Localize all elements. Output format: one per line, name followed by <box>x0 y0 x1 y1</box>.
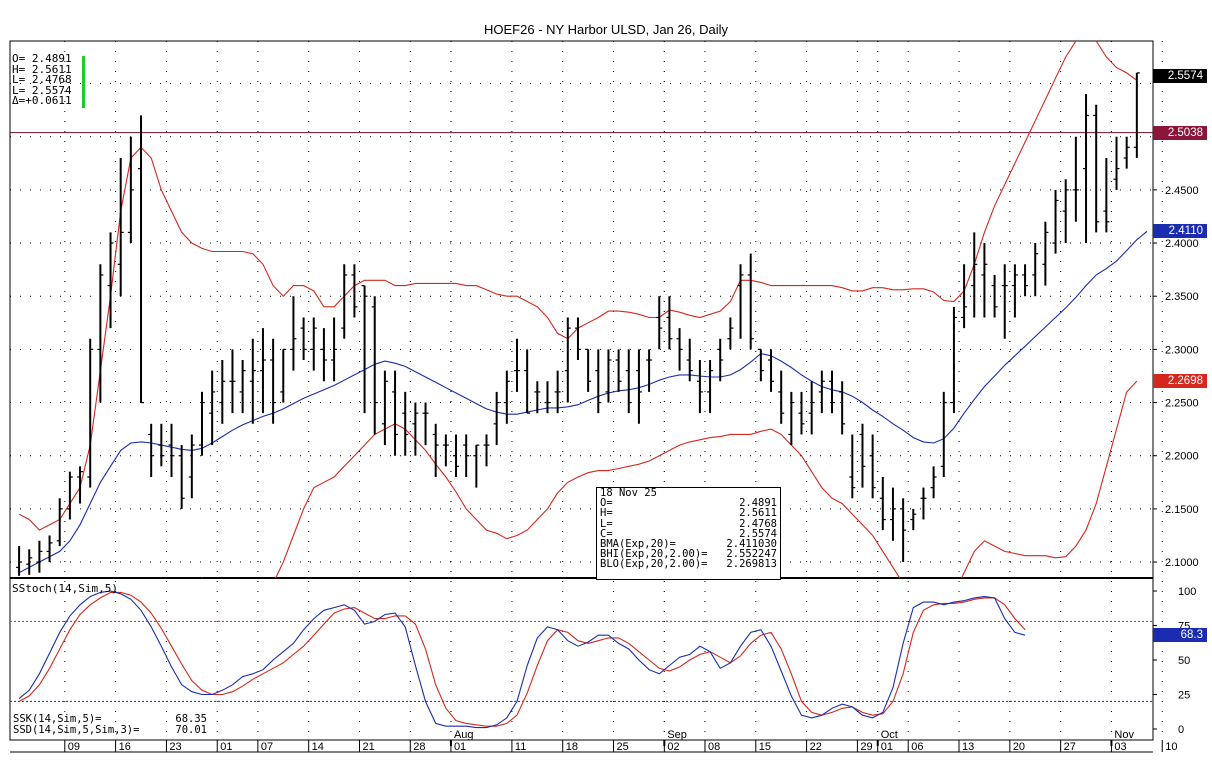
x-tick-label: Aug <box>454 729 474 741</box>
chart-title: HOEF26 - NY Harbor ULSD, Jan 26, Daily <box>484 22 728 37</box>
legend-row-bma: BMA(Exp,20)= 2.411030 <box>600 538 777 551</box>
upper-band-line <box>18 41 1138 531</box>
x-tick-label: 03 <box>1114 741 1126 753</box>
x-tick-label: 09 <box>68 741 80 753</box>
x-tick-label: 22 <box>810 741 822 753</box>
bma-line <box>18 230 1148 574</box>
x-tick-label: 11 <box>515 741 526 753</box>
x-tick-label: 27 <box>1064 741 1076 753</box>
stoch-tick-label: 0 <box>1178 724 1184 736</box>
price-tick-label: 2.3500 <box>1165 291 1199 303</box>
price-tag-blo: 2.2698 <box>1153 374 1207 389</box>
stoch-tick-label: 25 <box>1178 689 1190 701</box>
price-tag-line: 2.5038 <box>1153 125 1207 140</box>
x-tick-label: 07 <box>261 741 273 753</box>
price-tick-label: 2.2000 <box>1165 451 1199 463</box>
x-tick-label: 02 <box>667 741 679 753</box>
legend-row-blo: BLO(Exp,20,2.00)= 2.269813 <box>600 558 777 571</box>
ohlc-change: Δ=+0.0611 <box>12 94 72 108</box>
x-tick-label: 20 <box>1013 741 1025 753</box>
stoch-values: SSK(14,Sim,5)= 68.35 SSD(14,Sim,5,Sim,3)=… <box>10 714 210 736</box>
x-tick-label: 08 <box>708 741 720 753</box>
price-tick-label: 2.2500 <box>1165 398 1199 410</box>
ohlc-summary: O= 2.4891 H= 2.5611 L= 2.4768 L= 2.5574 … <box>12 52 72 108</box>
price-tick-label: 2.1500 <box>1165 504 1199 516</box>
ohlc-low: L= 2.4768 <box>12 73 72 87</box>
ohlc-range-indicator <box>82 56 85 108</box>
x-tick-label: Sep <box>667 729 687 741</box>
stoch-tick-label: 100 <box>1178 586 1196 598</box>
x-tick-label: 16 <box>119 741 131 753</box>
x-tick-label: 25 <box>617 741 629 753</box>
x-tick-label: 01 <box>881 741 893 753</box>
x-tick-label: 21 <box>362 741 374 753</box>
x-tick-label: 13 <box>962 741 974 753</box>
ssk-value-row: SSK(14,Sim,5)= 68.35 <box>13 713 207 725</box>
x-tick-label: 18 <box>566 741 578 753</box>
price-tag-bma: 2.4110 <box>1153 224 1207 239</box>
lower-band-line <box>200 380 1138 578</box>
x-tick-label: 01 <box>454 741 466 753</box>
x-tick-label: 23 <box>169 741 181 753</box>
legend-date: 18 Nov 25 <box>600 487 657 499</box>
price-tick-label: 2.3000 <box>1165 344 1199 356</box>
ssd-line <box>18 591 1026 727</box>
x-tick-label: 15 <box>759 741 771 753</box>
ohlc-high: H= 2.5611 <box>12 62 72 76</box>
stoch-tag: 68.3 <box>1153 627 1207 642</box>
x-tick-label: 14 <box>312 741 324 753</box>
legend-row-open: O= 2.4891 <box>600 497 777 510</box>
legend-row-bhi: BHI(Exp,20,2.00)= 2.552247 <box>600 548 777 561</box>
ohlc-open: O= 2.4891 <box>12 52 72 65</box>
x-tick-label: 28 <box>413 741 425 753</box>
price-tag-last: 2.5574 <box>1153 68 1207 83</box>
legend-row-low: L= 2.4768 <box>600 517 777 530</box>
x-tick-label: 06 <box>911 741 923 753</box>
x-tick-label: Oct <box>881 729 898 741</box>
price-tick-label: 2.4500 <box>1165 185 1199 197</box>
price-tick-label: 2.1000 <box>1165 557 1199 569</box>
x-tick-label: Nov <box>1114 729 1134 741</box>
ssd-value-row: SSD(14,Sim,5,Sim,3)= 70.01 <box>13 724 207 736</box>
x-tick-label: 10 <box>1165 741 1177 753</box>
legend-row-high: H= 2.5611 <box>600 507 777 520</box>
x-tick-label: 29 <box>860 741 872 753</box>
stoch-label: SStoch(14,Sim,5) <box>12 582 118 595</box>
legend-row-close: C= 2.5574 <box>600 527 777 540</box>
ohlc-close: L= 2.5574 <box>12 83 72 97</box>
data-legend: 18 Nov 25 O= 2.4891 H= 2.5611 L= 2.4768 C= 2… <box>596 487 781 580</box>
x-tick-label: 01 <box>220 741 232 753</box>
stoch-tick-label: 50 <box>1178 655 1190 667</box>
ssk-line <box>18 590 1026 729</box>
price-tick-label: 2.4000 <box>1165 238 1199 250</box>
